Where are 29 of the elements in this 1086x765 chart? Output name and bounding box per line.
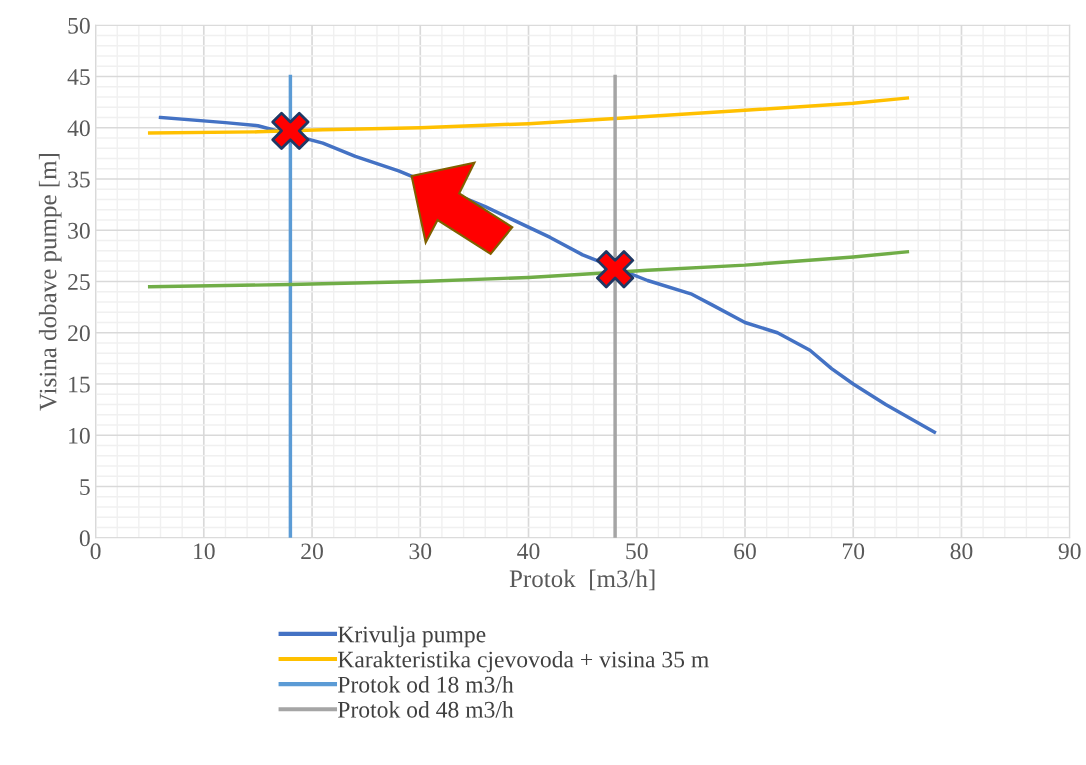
legend-label: Protok od 48 m3/h	[337, 701, 514, 718]
x-tick-label: 10	[194, 543, 215, 560]
x-tick-label: 40	[517, 543, 540, 560]
x-tick-label: 90	[1058, 543, 1081, 560]
y-tick-label: 25	[68, 274, 90, 290]
y-tick-label: 10	[69, 427, 90, 444]
y-tick-label: 45	[67, 69, 90, 85]
x-tick-label: 0	[90, 543, 101, 560]
y-tick-label: 15	[69, 376, 90, 393]
y-tick-label: 40	[67, 120, 90, 137]
x-tick-label: 80	[950, 543, 973, 560]
x-tick-label: 70	[842, 543, 865, 560]
y-tick-label: 5	[80, 479, 90, 495]
legend-label: Karakteristika cjevovoda + visina 35 m	[337, 650, 709, 673]
y-tick-label: 30	[68, 222, 90, 239]
x-tick-label: 30	[409, 543, 432, 560]
x-tick-label: 20	[301, 543, 323, 560]
line-series	[147, 96, 910, 135]
y-tick-label: 20	[68, 325, 90, 342]
legend-label: Krivulja pumpe	[337, 625, 486, 648]
line-series	[147, 250, 910, 289]
x-axis-title: Protok [m3/h]	[509, 569, 655, 591]
x-tick-label: 50	[626, 543, 648, 560]
y-tick-label: 0	[79, 530, 90, 547]
y-axis-title: Visina dobave pumpe [m]	[38, 153, 62, 411]
x-tick-label: 60	[734, 543, 756, 560]
y-tick-label: 35	[68, 171, 90, 188]
y-tick-label: 50	[68, 17, 90, 34]
legend-label: Protok od 18 m3/h	[337, 676, 514, 693]
